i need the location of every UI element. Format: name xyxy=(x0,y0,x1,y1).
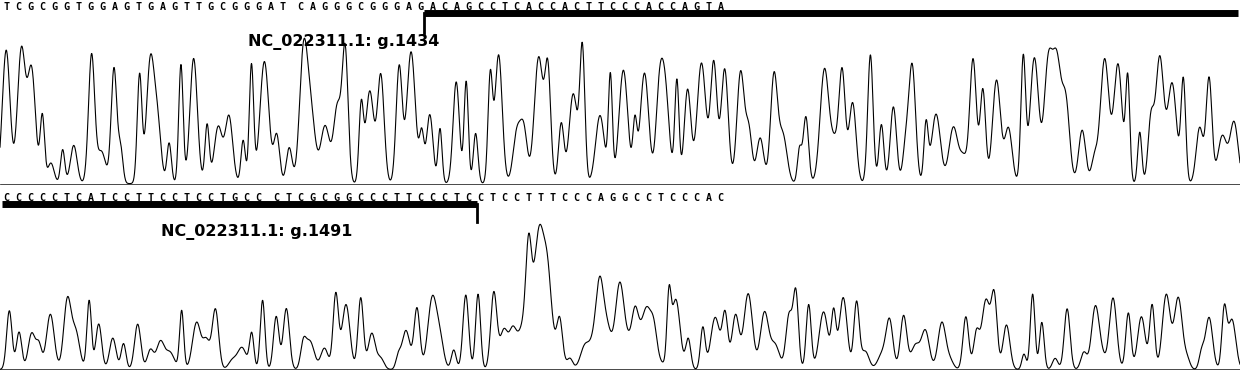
Text: NC_022311.1: g.1491: NC_022311.1: g.1491 xyxy=(161,224,352,240)
Text: T C G C G G T G G A G T G A G T T G C G G G A T  C A G G G C G G G A G A C A G C: T C G C G G T G G A G T G A G T T G C G … xyxy=(4,2,724,12)
Text: NC_022311.1: g.1434: NC_022311.1: g.1434 xyxy=(248,34,439,50)
Text: C C C C C T C A T C C T T C C T C C T G C C  C T C G C G G C C C T T C C C T C C: C C C C C T C A T C C T T C C T C C T G … xyxy=(4,193,724,203)
